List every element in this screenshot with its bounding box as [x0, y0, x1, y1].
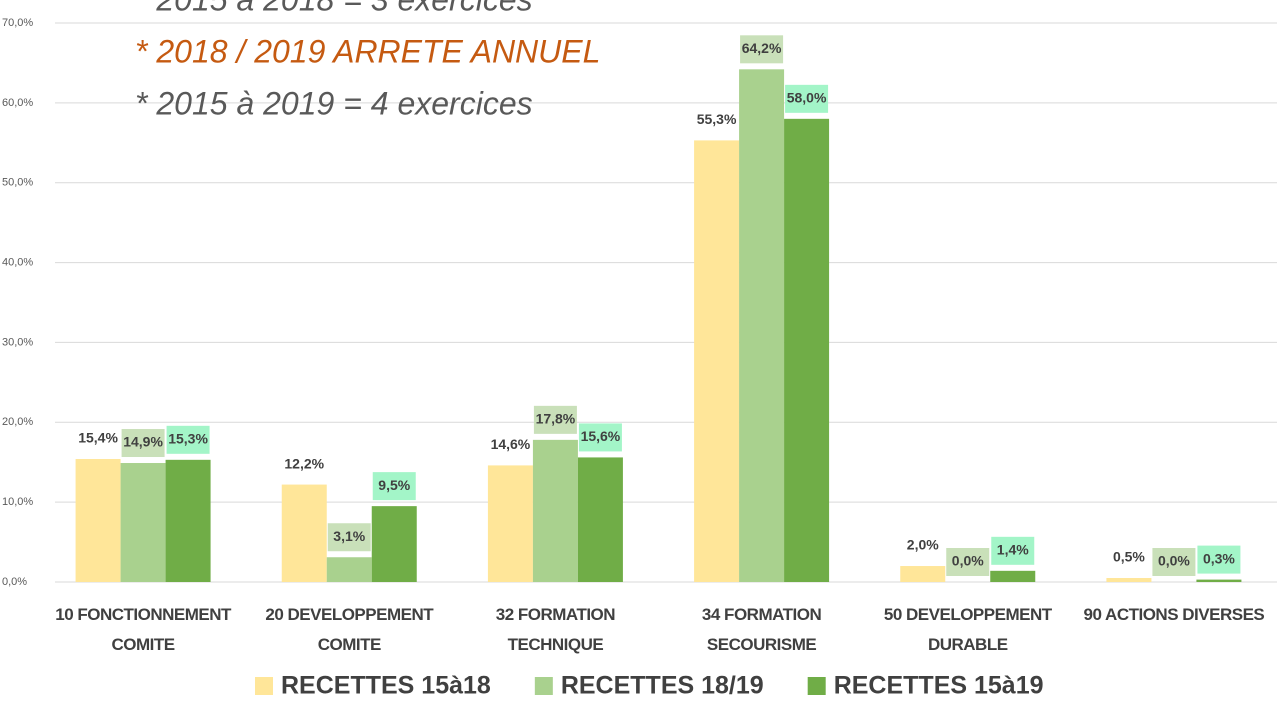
- y-tick-label: 0,0%: [2, 576, 27, 588]
- value-label-bg: [578, 423, 622, 452]
- value-label: 3,1%: [333, 528, 365, 544]
- bar: [694, 140, 740, 582]
- value-label-bg: [1197, 545, 1241, 574]
- value-label: 14,9%: [123, 434, 163, 450]
- value-label: 15,6%: [581, 428, 621, 444]
- value-label-bg: [1152, 548, 1196, 576]
- y-tick-label: 30,0%: [2, 336, 33, 348]
- x-tick-label: 50 DEVELOPPEMENT DURABLE: [883, 605, 1052, 654]
- value-label-bg: [166, 425, 210, 454]
- bar: [900, 566, 946, 582]
- legend-swatch: [807, 677, 826, 695]
- bar: [326, 557, 372, 582]
- annotation: * 2018 / 2019 ARRETE ANNUEL: [135, 33, 600, 69]
- value-label: 64,2%: [742, 40, 782, 56]
- y-tick-label: 70,0%: [2, 17, 33, 29]
- bar: [784, 118, 830, 582]
- value-label-bg: [785, 84, 829, 113]
- value-label: 14,6%: [491, 436, 531, 452]
- bar: [165, 459, 211, 582]
- value-label: 1,4%: [997, 542, 1029, 558]
- x-tick-label: 34 FORMATION SECOURISME: [701, 605, 822, 654]
- y-tick-label: 40,0%: [2, 256, 33, 268]
- bar: [371, 506, 417, 582]
- value-label: 15,4%: [78, 430, 118, 446]
- value-label-bg: [372, 472, 416, 501]
- annotation: * 2015 à 2019 = 4 exercices: [135, 85, 533, 121]
- value-label-bg: [946, 548, 990, 576]
- bar: [739, 69, 785, 583]
- value-label: 2,0%: [907, 537, 939, 553]
- value-label-bg: [327, 523, 371, 552]
- y-tick-label: 20,0%: [2, 416, 33, 428]
- value-label: 0,3%: [1203, 550, 1235, 566]
- value-label: 17,8%: [536, 411, 576, 427]
- x-tick-label: 90 ACTIONS DIVERSES: [1083, 605, 1265, 624]
- y-tick-label: 60,0%: [2, 97, 33, 109]
- legend-label: RECETTES 15à19: [834, 672, 1044, 700]
- value-label-bg: [121, 429, 165, 458]
- x-tick-label: 10 FONCTIONNEMENT COMITE: [55, 605, 231, 654]
- bar: [487, 465, 533, 582]
- value-label: 58,0%: [787, 90, 827, 106]
- legend-label: RECETTES 18/19: [561, 672, 764, 700]
- bar: [120, 463, 166, 582]
- value-label: 55,3%: [697, 111, 737, 127]
- value-label: 9,5%: [378, 477, 410, 493]
- bar: [990, 570, 1036, 582]
- bar: [1106, 578, 1152, 582]
- y-tick-label: 10,0%: [2, 496, 33, 508]
- value-label: 0,0%: [1158, 553, 1190, 569]
- bar: [532, 439, 578, 582]
- value-label: 0,5%: [1113, 549, 1145, 565]
- legend-swatch: [534, 677, 553, 695]
- value-label-bg: [533, 405, 577, 434]
- annotation: * 2015 à 2018 = 3 exercices: [135, 0, 533, 17]
- value-label: 15,3%: [168, 431, 208, 447]
- x-tick-label: 20 DEVELOPPEMENT COMITE: [265, 605, 434, 654]
- bar: [75, 459, 121, 582]
- y-tick-label: 50,0%: [2, 177, 33, 189]
- value-label-bg: [991, 536, 1035, 565]
- bar: [1196, 579, 1242, 582]
- legend-swatch: [255, 677, 273, 695]
- bar: [281, 484, 327, 582]
- value-label-bg: [740, 35, 784, 64]
- value-label: 12,2%: [284, 455, 324, 471]
- value-label: 0,0%: [952, 553, 984, 569]
- bar: [577, 457, 623, 582]
- x-tick-label: 32 FORMATION TECHNIQUE: [495, 605, 616, 654]
- legend-label: RECETTES 15à18: [281, 672, 491, 700]
